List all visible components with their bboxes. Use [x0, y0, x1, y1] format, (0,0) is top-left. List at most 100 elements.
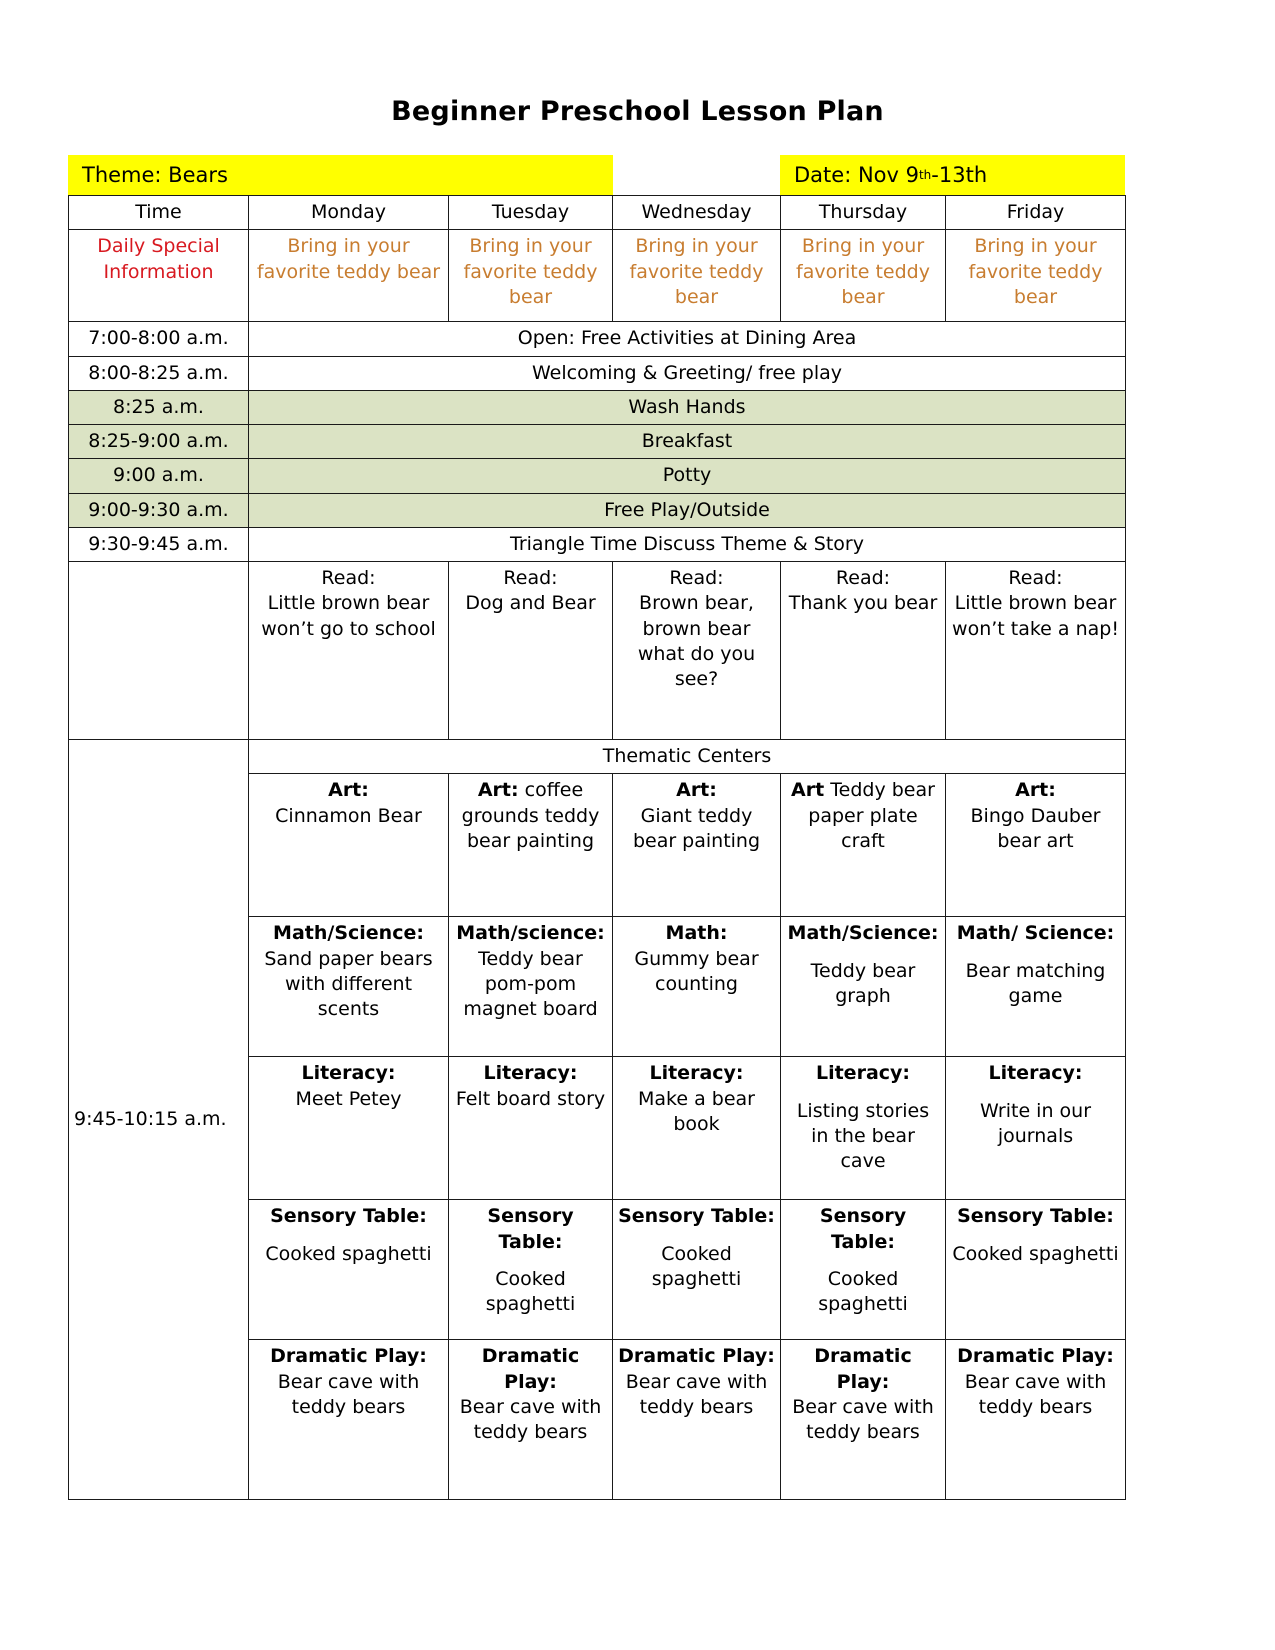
center-label: Literacy: [988, 1062, 1083, 1085]
center-label: Sensory Table: [819, 1205, 907, 1253]
center-row-math: Math/Science: Sand paper bears with diffe… [69, 916, 1126, 1058]
routine-activity: Potty [248, 458, 1126, 494]
center-cell-literacy: Literacy: Make a bear book [612, 1056, 781, 1201]
read-title: Thank you bear [788, 592, 938, 615]
routine-activity: Open: Free Activities at Dining Area [248, 321, 1126, 357]
lesson-plan-table: Time Monday Tuesday Wednesday Thursday Friday… [68, 194, 1126, 1501]
read-cell: Read: Brown bear, brown bear what do you … [612, 561, 781, 741]
center-label: Dramatic Play: [618, 1345, 775, 1368]
center-label: Literacy: [815, 1062, 911, 1085]
center-cell-dramatic: Dramatic Play: Bear cave with teddy bears [448, 1339, 613, 1501]
daily-special-cell: Bring in your favorite teddy bear [248, 229, 449, 323]
center-cell-math: Math/ Science: Bear matching game [945, 916, 1126, 1058]
center-cell-literacy: Literacy: Write in our journals [945, 1056, 1126, 1201]
routine-row: 9:00-9:30 a.m. Free Play/Outside [68, 492, 1126, 528]
center-body: Meet Petey [295, 1087, 402, 1110]
center-cell-dramatic: Dramatic Play: Bear cave with teddy bears [780, 1339, 946, 1501]
center-body: Cooked spaghetti [651, 1242, 742, 1290]
centers-time: 9:45-10:15 a.m. [68, 739, 249, 1501]
center-label: Art: [676, 779, 717, 802]
lesson-plan-body: Time Monday Tuesday Wednesday Thursday Friday… [68, 194, 1126, 1501]
center-cell-math: Math/science: Teddy bear pom-pom magnet b… [448, 916, 613, 1058]
date-prefix: Date: Nov 9 [794, 163, 919, 187]
center-label: Art: [477, 779, 519, 802]
center-body: Bear cave with teddy bears [792, 1395, 934, 1444]
read-cell: Read: Little brown bear won’t take a nap! [945, 561, 1126, 741]
theme-label: Theme: Bears [82, 163, 228, 187]
read-title: Little brown bear won’t go to school [261, 592, 436, 640]
center-label: Math/science: [456, 922, 605, 945]
center-body: Bear cave with teddy bears [277, 1370, 420, 1418]
center-cell-art: Art Teddy bear paper plate craft [780, 773, 946, 918]
routine-time: 9:00 a.m. [68, 458, 249, 494]
daily-special-cell: Bring in your favorite teddy bear [612, 229, 781, 323]
center-cell-dramatic: Dramatic Play: Bear cave with teddy bears [612, 1339, 781, 1501]
center-cell-art: Art: coffee grounds teddy bear painting [448, 773, 613, 918]
read-cell: Read: Thank you bear [780, 561, 946, 741]
table-header-row: Time Monday Tuesday Wednesday Thursday Friday [68, 194, 1126, 231]
center-label: Sensory Table: [487, 1205, 574, 1253]
center-cell-art: Art: Cinnamon Bear [248, 773, 449, 918]
date-suffix: -13th [931, 163, 988, 187]
thematic-centers-header-row: 9:45-10:15 a.m. Thematic Centers [68, 739, 1126, 1501]
center-label: Art [791, 779, 825, 802]
center-cell-dramatic: Dramatic Play: Bear cave with teddy bears [248, 1339, 449, 1501]
center-cell-sensory: Sensory Table: Cooked spaghetti [248, 1199, 449, 1341]
center-body: Make a bear book [638, 1087, 755, 1135]
routine-row: 8:00-8:25 a.m. Welcoming & Greeting/ free… [68, 355, 1126, 391]
read-title: Little brown bear won’t take a nap! [952, 592, 1119, 640]
routine-row: 8:25-9:00 a.m. Breakfast [68, 424, 1126, 460]
center-label: Dramatic Play: [814, 1345, 912, 1393]
center-row-dramatic: Dramatic Play: Bear cave with teddy bears… [69, 1339, 1126, 1501]
routine-activity: Wash Hands [248, 389, 1126, 426]
center-cell-math: Math: Gummy bear counting [612, 916, 781, 1058]
header-day-friday: Friday [945, 194, 1126, 231]
routine-time: 8:00-8:25 a.m. [68, 355, 249, 391]
center-body: Bear cave with teddy bears [459, 1395, 602, 1444]
center-cell-art: Art: Bingo Dauber bear art [945, 773, 1126, 918]
center-body: Cooked spaghetti [952, 1242, 1119, 1265]
daily-special-label: Daily Special Information [68, 229, 249, 323]
center-cell-sensory: Sensory Table: Cooked spaghetti [448, 1199, 613, 1341]
center-body: Cooked spaghetti [818, 1267, 908, 1316]
read-label: Read: [669, 567, 724, 590]
routine-time: 8:25-9:00 a.m. [68, 424, 249, 460]
center-label: Math/Science: [273, 922, 424, 945]
center-label: Math/ Science: [956, 922, 1115, 945]
read-label: Read: [1008, 567, 1063, 590]
center-body: Cooked spaghetti [265, 1242, 432, 1265]
center-cell-art: Art: Giant teddy bear painting [612, 773, 781, 918]
page-title: Beginner Preschool Lesson Plan [391, 96, 884, 127]
read-title: Brown bear, brown bear what do you see? [637, 592, 756, 691]
routine-activity: Welcoming & Greeting/ free play [248, 355, 1126, 391]
center-label: Art: [328, 779, 369, 802]
center-cell-literacy: Literacy: Felt board story [448, 1056, 613, 1201]
read-label: Read: [321, 567, 376, 590]
center-body: Listing stories in the bear cave [796, 1099, 930, 1173]
center-body: Cinnamon Bear [275, 804, 422, 827]
read-cell: Read: Dog and Bear [448, 561, 613, 741]
routine-row: 9:00 a.m. Potty [68, 458, 1126, 494]
daily-special-cell: Bring in your favorite teddy bear [448, 229, 613, 323]
center-body: Bingo Dauber bear art [970, 804, 1101, 852]
center-label: Sensory Table: [618, 1205, 775, 1228]
header-time: Time [68, 194, 249, 231]
center-cell-sensory: Sensory Table: Cooked spaghetti [780, 1199, 946, 1341]
routine-row: 7:00-8:00 a.m. Open: Free Activities at D… [68, 321, 1126, 357]
read-time [68, 561, 249, 741]
header-day-tuesday: Tuesday [448, 194, 613, 231]
center-label: Math/Science: [787, 922, 939, 945]
header-day-monday: Monday [248, 194, 449, 231]
center-label: Dramatic Play: [270, 1345, 427, 1368]
center-label: Dramatic Play: [957, 1345, 1114, 1368]
center-cell-math: Math/Science: Teddy bear graph [780, 916, 946, 1058]
routine-row: 8:25 a.m. Wash Hands [68, 389, 1126, 426]
center-cell-math: Math/Science: Sand paper bears with diffe… [248, 916, 449, 1058]
read-row: Read: Little brown bear won’t go to schoo… [68, 561, 1126, 741]
thematic-centers-title: Thematic Centers [248, 739, 1126, 775]
center-body: coffee grounds teddy bear painting [461, 779, 600, 852]
center-label: Dramatic Play: [481, 1345, 580, 1393]
